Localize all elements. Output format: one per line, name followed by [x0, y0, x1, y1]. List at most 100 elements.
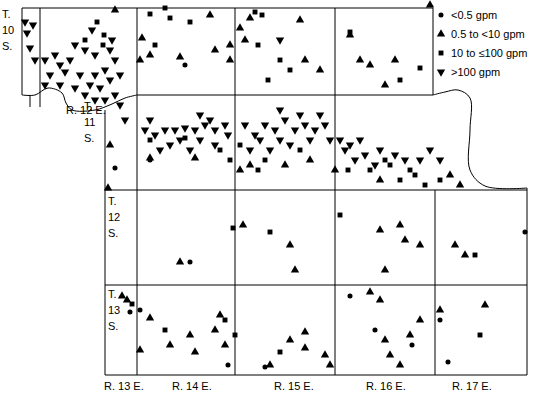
boundary-line [470, 190, 527, 191]
well-point [276, 138, 284, 145]
series-3 [21, 20, 444, 170]
legend-symbol [438, 12, 443, 17]
well-point [146, 50, 154, 57]
well-point [416, 240, 424, 247]
well-point [51, 53, 59, 60]
well-point [239, 220, 247, 227]
well-point [326, 360, 334, 367]
well-point [268, 230, 273, 235]
well-point [226, 55, 234, 62]
labels: T.10S.T.11S.T.12S.T.13S.R. 12 E.R. 13 E.… [2, 8, 492, 392]
series-2 [83, 6, 483, 355]
well-point [321, 350, 329, 357]
well-point [182, 62, 187, 67]
well-point [211, 128, 219, 135]
well-point [161, 128, 169, 135]
well-point [306, 155, 314, 162]
boundary-line [527, 188, 528, 375]
well-point [81, 48, 89, 55]
well-point [426, 0, 434, 7]
well-point [71, 86, 79, 93]
well-point [206, 10, 214, 17]
well-point [127, 309, 132, 314]
well-point [296, 113, 304, 120]
well-point [388, 163, 393, 168]
well-point [191, 128, 199, 135]
well-point [166, 143, 174, 150]
well-point [271, 128, 279, 135]
map-svg: T.10S.T.11S.T.12S.T.13S.R. 12 E.R. 13 E.… [0, 0, 550, 399]
well-point [376, 225, 384, 232]
well-point [266, 360, 274, 367]
well-point [29, 23, 37, 30]
well-point [261, 123, 269, 130]
well-point [81, 93, 89, 100]
well-point [226, 40, 234, 47]
well-point [66, 58, 74, 65]
well-point [111, 5, 119, 12]
well-point [96, 86, 104, 93]
well-point [288, 68, 293, 73]
well-point [481, 300, 489, 307]
well-point [372, 327, 377, 332]
well-point [138, 33, 146, 40]
well-point [163, 6, 168, 11]
well-point [218, 148, 223, 153]
well-point [376, 175, 384, 182]
well-point [276, 108, 284, 115]
well-point [396, 220, 404, 227]
well-point [416, 315, 424, 322]
well-point [321, 123, 329, 130]
well-point [106, 48, 114, 55]
well-point [301, 55, 309, 62]
well-point [111, 93, 119, 100]
well-point [31, 58, 39, 65]
well-point [426, 148, 434, 155]
well-point [168, 16, 173, 21]
well-point [118, 291, 126, 298]
well-point [106, 78, 114, 85]
well-point [263, 158, 268, 163]
well-point [338, 213, 343, 218]
well-point [116, 73, 124, 80]
well-point [71, 43, 79, 50]
boundary-line [40, 8, 41, 95]
well-point [206, 118, 214, 125]
well-point [23, 31, 31, 38]
well-point [256, 168, 261, 173]
well-point [438, 178, 443, 183]
legend: <0.5 gpm0.5 to <10 gpm10 to ≤100 gpm>100… [437, 9, 528, 78]
legend-label: 0.5 to <10 gpm [451, 28, 525, 40]
well-point [41, 83, 49, 90]
well-point [406, 330, 414, 337]
well-point [91, 73, 99, 80]
well-point [148, 12, 153, 17]
well-point [286, 143, 294, 150]
legend-symbol [437, 70, 445, 77]
well-point [236, 23, 244, 30]
well-point [436, 158, 444, 165]
boundary-line [105, 190, 470, 191]
boundary-line [235, 8, 236, 375]
well-point [436, 305, 444, 312]
well-point [156, 148, 164, 155]
well-point [311, 128, 319, 135]
well-point [26, 46, 34, 53]
well-point [456, 180, 464, 187]
well-point [336, 138, 344, 145]
well-point [86, 83, 94, 90]
legend-symbol [437, 29, 445, 36]
well-point [176, 52, 184, 59]
well-point [445, 359, 450, 364]
range-label: R. 14 E. [172, 380, 212, 392]
well-point [196, 138, 204, 145]
well-point [102, 33, 107, 38]
boundary-line [137, 8, 138, 375]
well-point [191, 153, 199, 160]
well-point [201, 123, 209, 130]
well-point [391, 153, 399, 160]
township-label: T.12S. [108, 195, 120, 239]
well-point [376, 148, 384, 155]
well-point [461, 250, 469, 257]
range-label: R. 17 E. [452, 380, 492, 392]
